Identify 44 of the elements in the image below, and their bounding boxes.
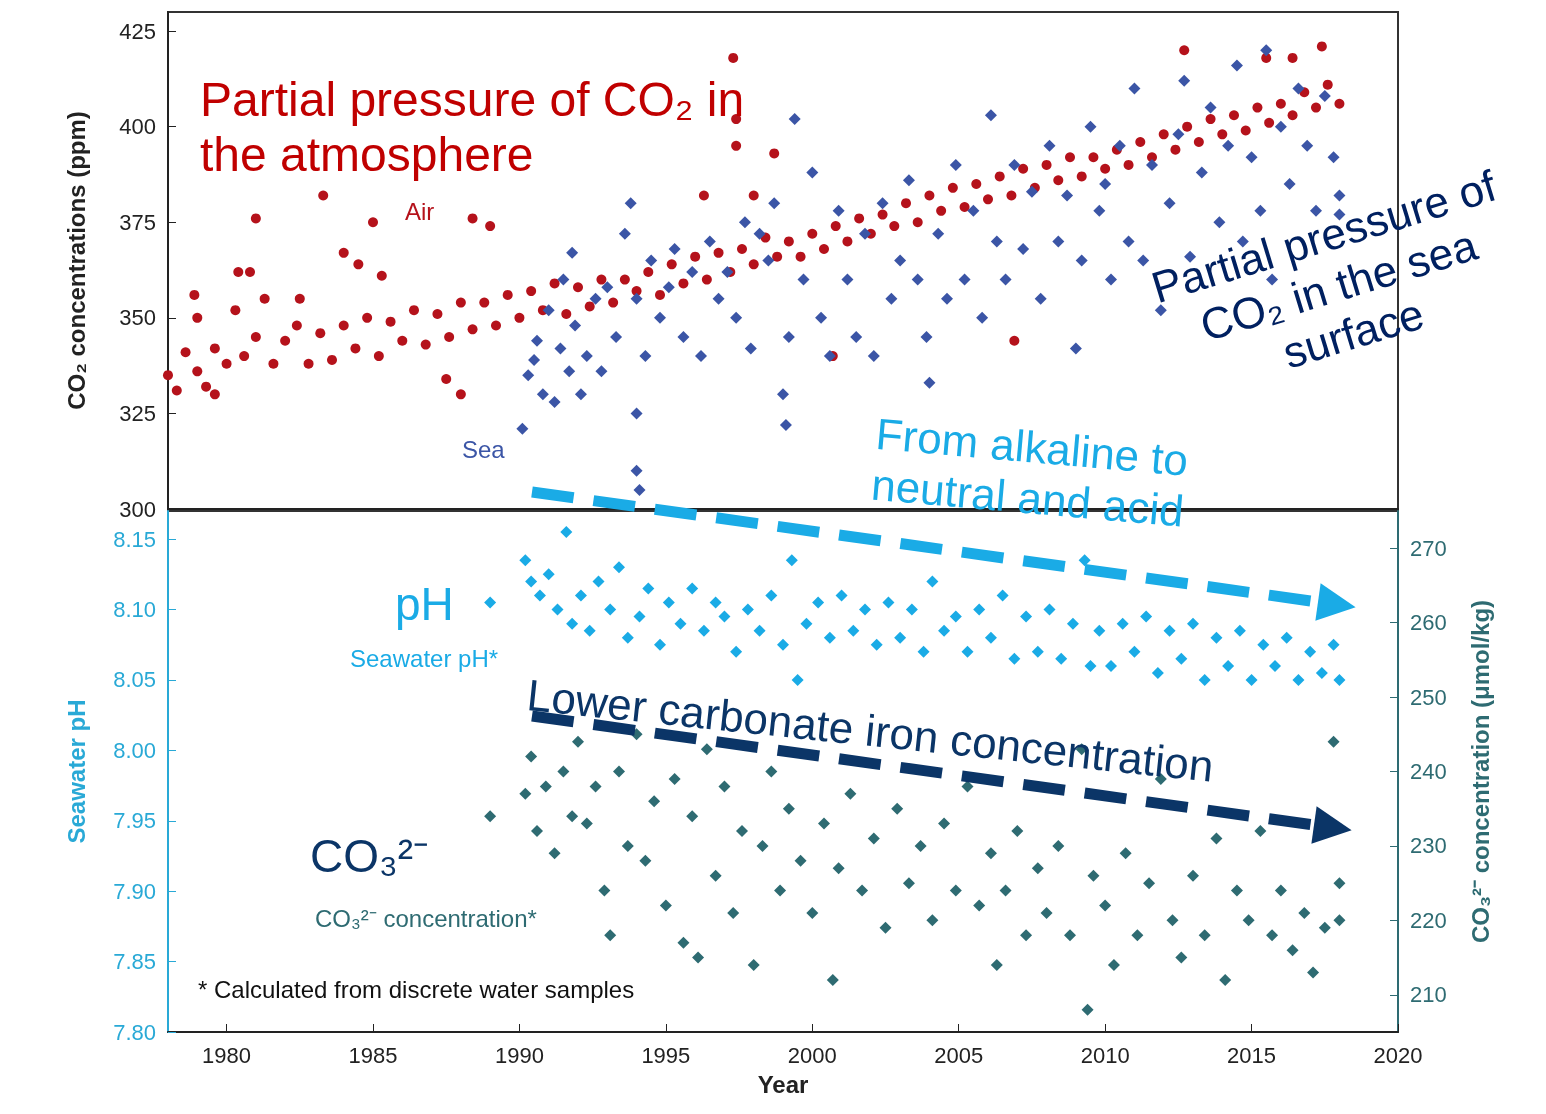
y2-tick-label: 250 <box>1410 684 1447 710</box>
x-tick-label: 1985 <box>348 1042 398 1068</box>
x-axis-title: Year <box>757 1070 809 1098</box>
annotation: From alkaline to neutral and acid <box>868 407 1192 538</box>
y-tick-label: 8.00 <box>113 737 156 763</box>
y2-tick-label: 220 <box>1410 907 1447 933</box>
y-axis-title: Seawater pH <box>62 699 90 844</box>
y2-tick-label: 270 <box>1410 535 1447 561</box>
y-axis-title: CO₂ concentrations (ppm) <box>62 111 90 410</box>
series-label: Seawater pH* <box>350 645 499 673</box>
y-tick-label: 8.05 <box>113 667 156 693</box>
series-label: Air <box>405 198 435 226</box>
y2-tick-label: 240 <box>1410 759 1447 784</box>
x-tick-label: 2010 <box>1080 1042 1130 1068</box>
y-tick-label: 8.15 <box>113 526 156 552</box>
x-tick-label: 2015 <box>1227 1042 1277 1068</box>
y2-tick-label: 230 <box>1410 833 1447 859</box>
y-tick-label: 375 <box>119 209 156 235</box>
y-tick-label: 7.85 <box>113 949 156 975</box>
x-tick-label: 1995 <box>641 1042 691 1068</box>
y-tick-label: 7.80 <box>113 1019 156 1045</box>
annotation: * Calculated from discrete water samples <box>198 976 635 1004</box>
y-tick-label: 8.10 <box>113 597 156 623</box>
y-tick-label: 425 <box>119 18 156 44</box>
x-tick-label: 2020 <box>1373 1042 1423 1068</box>
annotation: Partial pressure of CO₂ in the atmosphere <box>200 72 746 183</box>
text: CO₃²⁻ concentration* <box>315 905 537 933</box>
annotation: Lower carbonate iron concentration <box>524 670 1216 793</box>
y-tick-label: 400 <box>119 114 156 140</box>
series-label: Sea <box>462 436 505 464</box>
x-tick-label: 2000 <box>787 1042 837 1068</box>
annotation: CO₃²⁻ <box>310 830 430 883</box>
y2-tick-label: 260 <box>1410 610 1447 636</box>
y-tick-label: 7.95 <box>113 808 156 834</box>
annotation: pH <box>395 578 454 631</box>
x-tick-label: 2005 <box>934 1042 984 1068</box>
x-tick-label: 1980 <box>202 1042 252 1068</box>
y-tick-label: 300 <box>119 496 156 522</box>
y-tick-label: 350 <box>119 305 156 331</box>
x-tick-label: 1990 <box>494 1042 544 1068</box>
y2-tick-label: 210 <box>1410 982 1447 1008</box>
y-tick-label: 325 <box>119 400 156 426</box>
y-tick-label: 7.90 <box>113 878 156 904</box>
y2-axis-title: CO₃²⁻ concentration (μmol/kg) <box>1466 599 1494 944</box>
